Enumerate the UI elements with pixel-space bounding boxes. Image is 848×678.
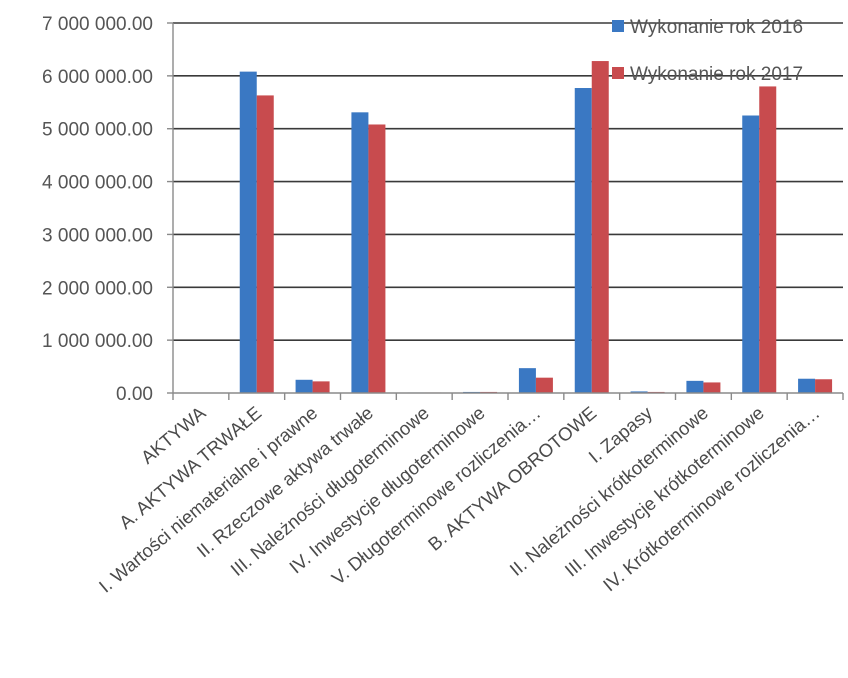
bar — [295, 379, 313, 393]
bar — [518, 368, 536, 393]
y-tick-label: 5 000 000.00 — [42, 120, 153, 141]
bar — [535, 377, 553, 393]
x-tick-label: I. Wartości niematerialne i prawne — [95, 402, 321, 597]
y-tick-label: 3 000 000.00 — [42, 225, 153, 246]
bar — [368, 124, 386, 393]
legend-label: Wykonanie rok 2016 — [630, 17, 803, 38]
y-tick-label: 4 000 000.00 — [42, 173, 153, 194]
bar — [256, 95, 274, 394]
legend-label: Wykonanie rok 2017 — [630, 64, 803, 85]
x-tick-label: II. Należności krótkoterminowe — [506, 402, 712, 580]
bar — [574, 88, 592, 393]
gridlines — [173, 22, 843, 341]
bar — [759, 86, 777, 393]
bar — [591, 61, 609, 394]
bar — [686, 380, 704, 393]
legend-swatch — [612, 20, 624, 32]
legend-swatch — [612, 67, 624, 79]
bar — [742, 115, 760, 393]
y-tick-label: 6 000 000.00 — [42, 67, 153, 88]
y-tick-label: 7 000 000.00 — [42, 14, 153, 35]
y-tick-label: 1 000 000.00 — [42, 331, 153, 352]
bar — [703, 382, 721, 393]
y-axis: 0.00 1 000 000.00 2 000 000.00 3 000 000.00… — [42, 14, 174, 405]
bar — [312, 381, 330, 393]
bar — [239, 71, 257, 393]
y-tick-label: 2 000 000.00 — [42, 278, 153, 299]
bars — [239, 61, 833, 394]
legend: Wykonanie rok 2016 Wykonanie rok 2017 — [612, 17, 803, 85]
y-tick-label: 0.00 — [116, 384, 153, 405]
bar — [798, 378, 816, 393]
bar — [815, 379, 833, 393]
bar — [630, 391, 648, 393]
bar — [351, 112, 369, 393]
